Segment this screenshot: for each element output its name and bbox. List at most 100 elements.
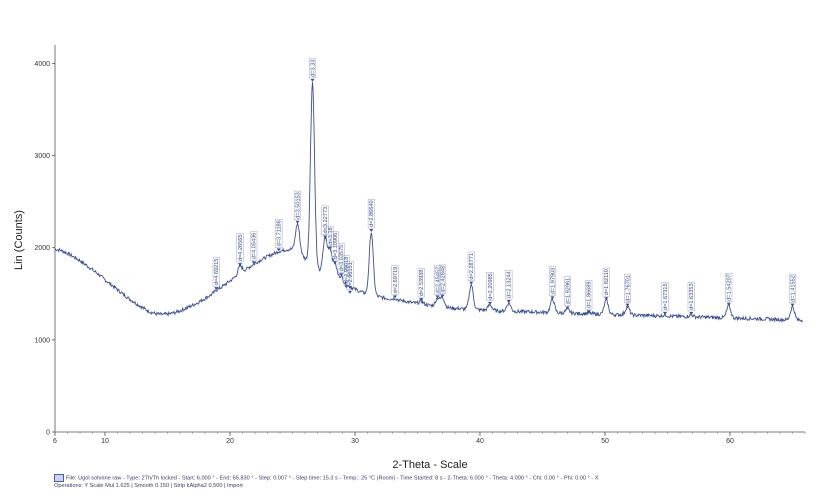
peak-label-box (337, 243, 345, 273)
peak-marker (565, 306, 570, 310)
xrd-chart: 0 1000 2000 3000 4000 6 10 20 30 40 50 60 d=4.69215… (13, 45, 806, 470)
x-axis-title: 2-Theta - Scale (392, 459, 467, 470)
peak-label-box (309, 58, 316, 79)
peak-marker (790, 303, 795, 307)
peak-label: d=3.10906 (333, 233, 339, 260)
peak-marker (663, 311, 667, 315)
peak-label-box (624, 273, 631, 303)
x-tick-label: 10 (101, 438, 109, 445)
peak-label: d=2.42848 (440, 266, 446, 293)
peak-marker (310, 78, 315, 82)
xrd-pattern-line (54, 82, 803, 324)
peak-label-box (486, 272, 494, 302)
peak-marker (469, 281, 474, 285)
peak-label: d=2.53938 (419, 270, 425, 297)
footer-file-info: File: Ugol sohirine raw - Type: 2Th/Th l… (66, 475, 599, 482)
peak-marker (295, 220, 300, 224)
x-tick-label: 20 (226, 438, 234, 445)
x-tick-label: 60 (726, 438, 734, 445)
file-icon (54, 474, 64, 482)
peak-marker (625, 303, 630, 307)
axes (54, 45, 805, 433)
peak-marker (214, 287, 219, 291)
x-tick-label: 6 (53, 438, 57, 445)
peak-label-box (549, 266, 556, 296)
peak-marker (419, 298, 424, 302)
peak-label-box (346, 261, 354, 291)
peak-label: d=1.86689 (587, 281, 593, 308)
peak-label-box (275, 218, 283, 248)
peak-marker (328, 246, 332, 250)
measurement-footer: File: Ugol sohirine raw - Type: 2Th/Th l… (54, 474, 814, 490)
peak-marker (550, 296, 555, 300)
peak-marker (488, 301, 492, 305)
peak-label: d=3.18 (328, 227, 334, 244)
peak-label-box (236, 233, 244, 263)
peak-marker (251, 261, 256, 265)
x-tick-label: 30 (351, 438, 359, 445)
peak-label: d=2.99018 (344, 257, 350, 284)
peak-label: d=2.20985 (488, 273, 494, 300)
peak-marker (276, 248, 281, 252)
peak-label: d=4.26565 (238, 234, 244, 261)
peak-label-box (467, 251, 475, 281)
x-tick-label: 50 (601, 438, 609, 445)
peak-marker (586, 310, 591, 314)
y-tick-label: 1000 (34, 337, 50, 344)
peak-marker (238, 263, 242, 267)
peak-label: d=1.67315 (663, 283, 669, 310)
footer-operations: Operations: Y Scale Mul 1.625 | Smooth 0… (54, 483, 243, 490)
peak-label-box (417, 268, 425, 298)
y-tick-label: 2000 (34, 245, 50, 252)
peak-label: d=3.22773 (323, 207, 329, 234)
peak-label: d=2.45452 (435, 267, 441, 294)
peak-label-box (661, 282, 669, 312)
peak-marker (604, 297, 609, 301)
peak-label-box (250, 231, 258, 261)
peak-label: d=2.13244 (507, 271, 513, 298)
x-tick-label: 40 (476, 438, 484, 445)
peak-label: d=1.54207 (727, 274, 733, 301)
peak-label-box (725, 273, 733, 303)
peak-label-box (326, 226, 334, 246)
peak-label: d=1.41552 (790, 275, 796, 302)
peak-label: d=2.96151 (348, 262, 354, 289)
peak-label-box (687, 282, 695, 312)
peak-label: d=1.82110 (604, 269, 610, 295)
peak-marker (323, 235, 327, 239)
peak-marker (689, 311, 694, 315)
peak-label: d=4.69215 (214, 258, 220, 285)
y-axis-title: Lin (Counts) (13, 210, 25, 270)
ticks: 0 1000 2000 3000 4000 6 10 20 30 40 50 60 (34, 61, 806, 445)
peak-label: d=2.86640 (369, 200, 375, 227)
peak-label-box (294, 190, 301, 220)
peak-marker (348, 290, 352, 294)
peak-label-box (391, 265, 399, 295)
peak-label-box (342, 255, 350, 285)
peak-label-box (439, 264, 446, 294)
peak-marker (393, 295, 397, 299)
peak-label-box (564, 276, 571, 306)
peak-label: d=3.50153 (295, 192, 301, 219)
peak-marker (435, 295, 440, 299)
peak-label-box (505, 270, 513, 300)
peak-label: d=3.03575 (339, 245, 345, 272)
peak-label-box (367, 199, 375, 229)
y-tick-label: 4000 (34, 61, 50, 68)
peak-marker (344, 285, 349, 289)
peak-marker (726, 302, 731, 306)
peak-label: d=3.33 (310, 60, 316, 77)
peak-label: d=1.76701 (625, 275, 631, 302)
peak-label: d=3.71186 (277, 220, 283, 246)
y-tick-label: 3000 (34, 153, 50, 160)
peak-label-box (434, 265, 441, 295)
peak-label: d=1.92961 (565, 278, 571, 305)
peak-labels: d=4.69215 d=4.26565 d=4.05436 d=3.71186 d=3.… (212, 58, 796, 315)
peak-label-box (585, 280, 593, 310)
peak-label: d=1.63353 (689, 283, 695, 310)
peak-marker (506, 300, 511, 303)
peak-marker (339, 273, 344, 277)
peak-marker (333, 261, 337, 265)
peak-label: d=2.69719 (393, 267, 399, 294)
peak-marker (440, 294, 445, 298)
